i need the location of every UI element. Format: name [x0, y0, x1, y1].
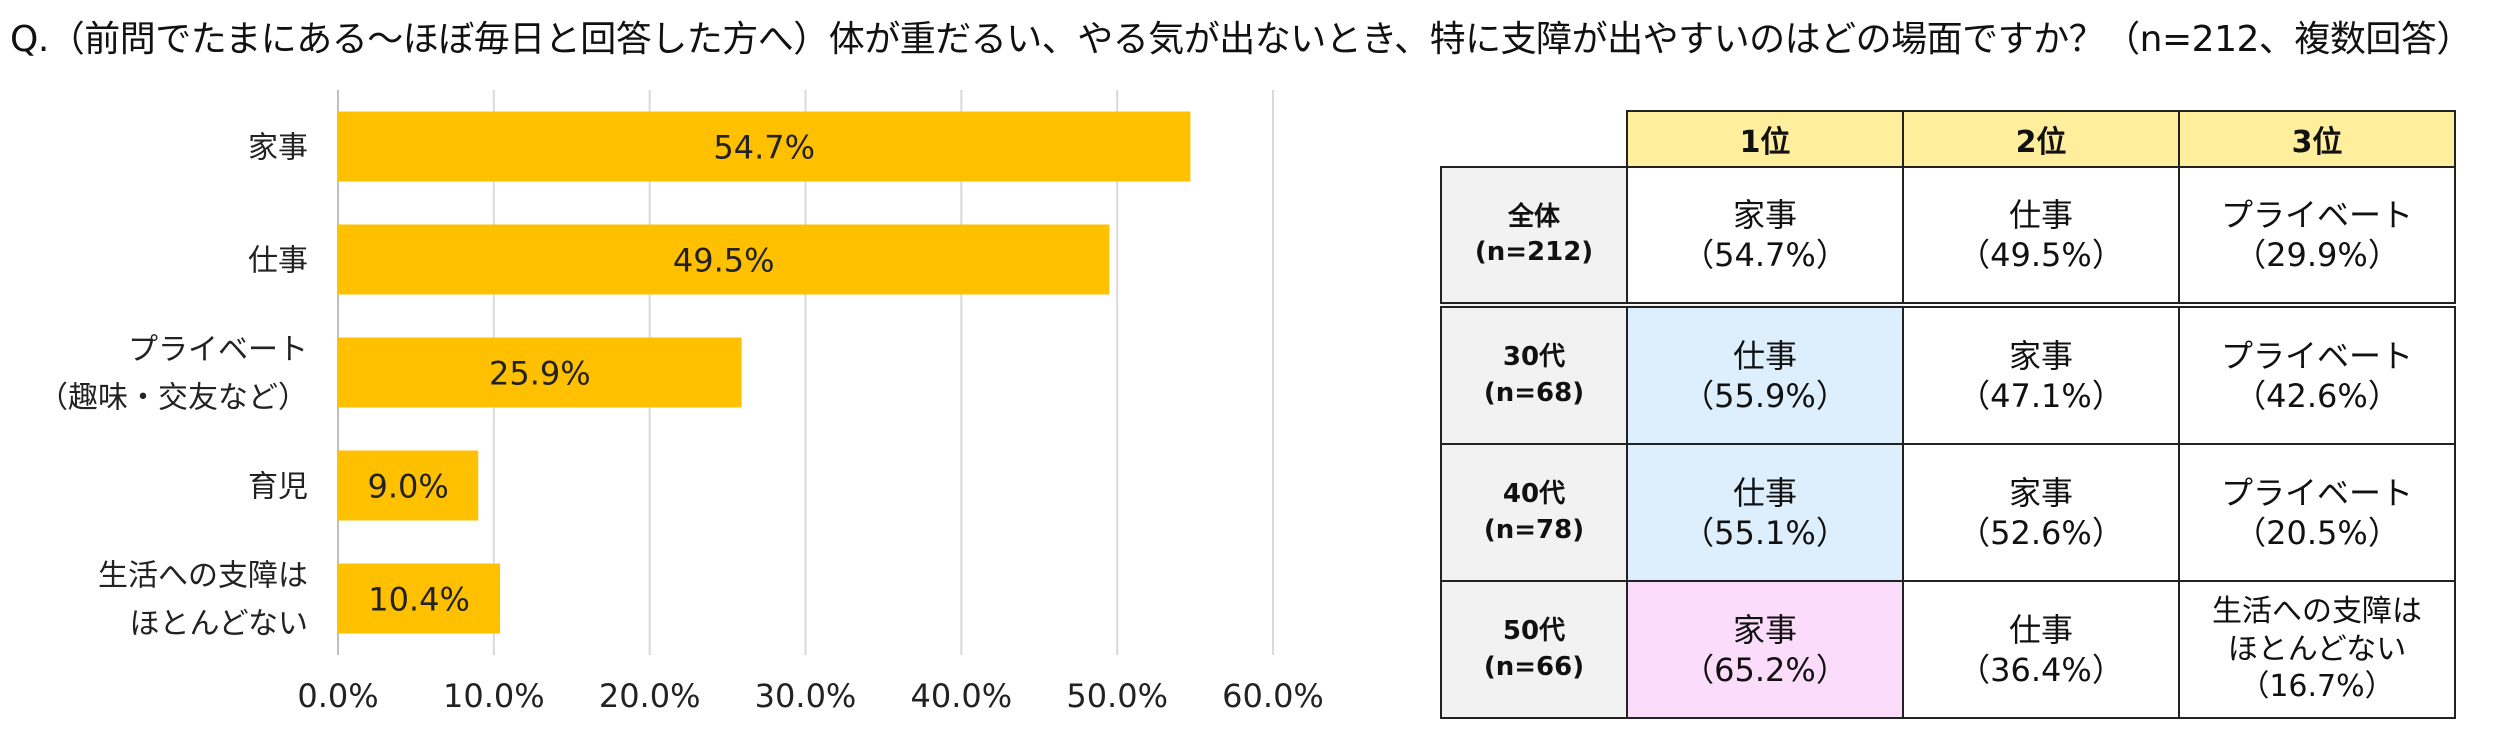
row-label-50s: 50代 (n=66)	[1440, 580, 1628, 719]
bar	[338, 450, 479, 521]
row-label-all: 全体 (n=212)	[1440, 166, 1628, 306]
category-label: ほとんどない	[130, 607, 309, 642]
cell-50s-rank3: 生活への支障は ほとんどない （16.7%）	[2178, 580, 2456, 719]
data-label: 10.4%	[368, 581, 470, 619]
x-tick-label: 10.0%	[443, 677, 545, 715]
bar	[338, 563, 501, 634]
cell-30s-rank3: プライベート （42.6%）	[2178, 302, 2456, 445]
x-tick-label: 60.0%	[1222, 677, 1324, 715]
x-tick-label: 20.0%	[599, 677, 701, 715]
bar	[338, 337, 742, 408]
cell-40s-rank1: 仕事 （55.1%）	[1626, 443, 1904, 582]
header-rank2: 2位	[1902, 110, 2180, 168]
category-label: 育児	[248, 470, 308, 505]
category-label: 仕事	[248, 244, 308, 279]
cell-50s-rank2: 仕事 （36.4%）	[1902, 580, 2180, 719]
table-row: 40代 (n=78) 仕事 （55.1%） 家事 （52.6%） プライベート （20.…	[1440, 443, 2456, 582]
data-label: 25.9%	[489, 355, 591, 393]
data-label: 54.7%	[713, 129, 815, 167]
category-label: 家事	[248, 131, 308, 166]
row-label-40s: 40代 (n=78)	[1440, 443, 1628, 582]
cell-40s-rank2: 家事 （52.6%）	[1902, 443, 2180, 582]
cell-all-rank1: 家事 （54.7%）	[1626, 166, 1904, 306]
cell-50s-rank1: 家事 （65.2%）	[1626, 580, 1904, 719]
cell-all-rank2: 仕事 （49.5%）	[1902, 166, 2180, 306]
category-label: 生活への支障は	[98, 559, 308, 594]
row-label-30s: 30代 (n=68)	[1440, 302, 1628, 445]
category-label: プライベート	[128, 333, 308, 368]
x-tick-label: 50.0%	[1066, 677, 1168, 715]
data-label: 9.0%	[367, 468, 448, 506]
category-label: （趣味・交友など）	[38, 381, 308, 416]
header-rank1: 1位	[1626, 110, 1904, 168]
x-tick-label: 40.0%	[911, 677, 1013, 715]
table-row: 全体 (n=212) 家事 （54.7%） 仕事 （49.5%） プライベート （29.…	[1440, 166, 2456, 306]
cell-all-rank3: プライベート （29.9%）	[2178, 166, 2456, 306]
bar	[338, 224, 1110, 295]
table-header-row: 1位 2位 3位	[1441, 110, 2456, 168]
x-tick-label: 0.0%	[297, 677, 378, 715]
table-corner	[1441, 111, 1628, 168]
cell-30s-rank2: 家事 （47.1%）	[1902, 302, 2180, 445]
x-tick-label: 30.0%	[755, 677, 857, 715]
ranking-table: 1位 2位 3位 全体 (n=212) 家事 （54.7%） 仕事 （49.5%） プ…	[1440, 110, 2456, 719]
bar-chart: 0.0% 10.0% 20.0% 30.0% 40.0% 50.0% 60.0% 54.7% 家…	[38, 90, 1324, 715]
question-title: Q.（前問でたまにある～ほぼ毎日と回答した方へ）体が重だるい、やる気が出ないとき…	[10, 19, 2472, 60]
cell-30s-rank1: 仕事 （55.9%）	[1626, 302, 1904, 445]
table-row: 30代 (n=68) 仕事 （55.9%） 家事 （47.1%） プライベート （42.…	[1440, 302, 2456, 445]
table-row: 50代 (n=66) 家事 （65.2%） 仕事 （36.4%） 生活への支障は ほとん…	[1440, 580, 2456, 719]
bar	[338, 111, 1191, 182]
header-rank3: 3位	[2178, 110, 2456, 168]
cell-40s-rank3: プライベート （20.5%）	[2178, 443, 2456, 582]
data-label: 49.5%	[673, 242, 775, 280]
